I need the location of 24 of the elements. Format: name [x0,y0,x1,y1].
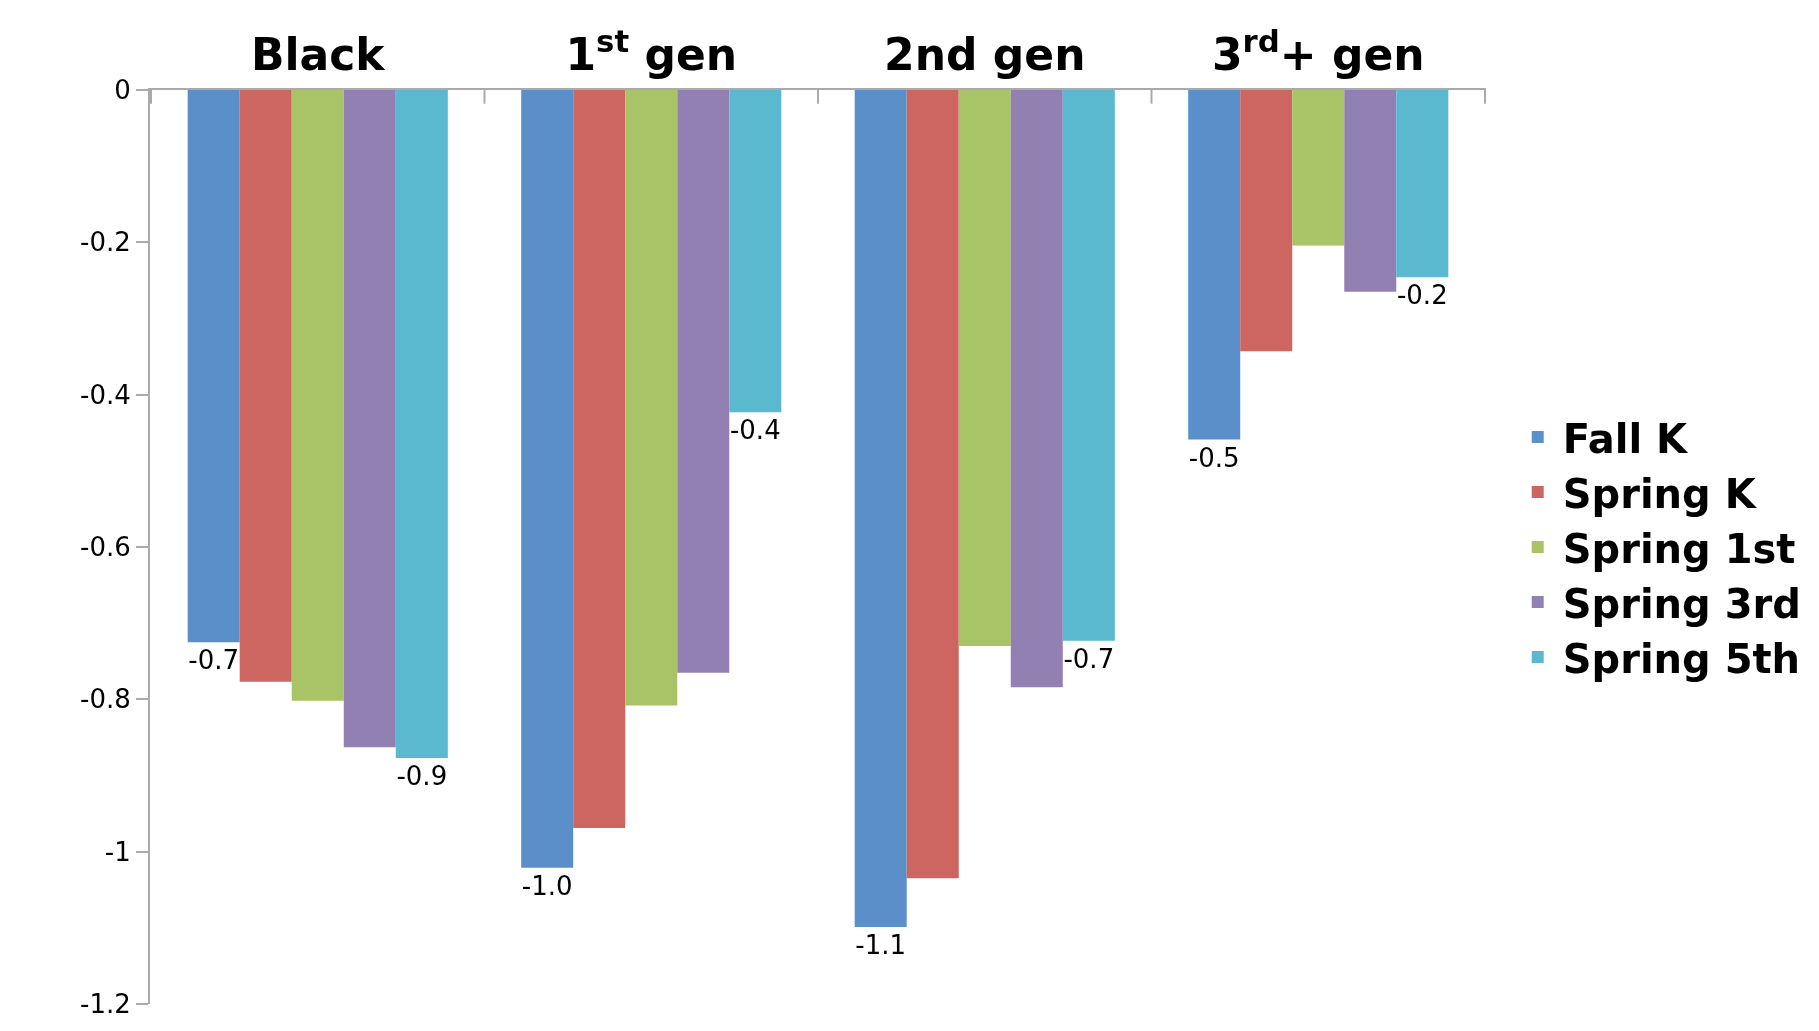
data-label: -1.0 [521,870,573,901]
legend-label: Spring 5th [1562,635,1801,682]
data-label: -1.1 [855,930,907,961]
data-label: -0.2 [1396,280,1448,311]
x-tick-label: Black [250,29,387,81]
y-tick-label: -0.6 [80,532,131,563]
x-tick-label: 1$^{st}$ gen [565,22,738,81]
y-tick-label: -0.2 [80,227,131,258]
legend-label: Spring 1st [1562,525,1796,572]
legend-label: Fall K [1562,415,1690,462]
y-tick-label: -1.2 [80,989,131,1020]
y-tick-label: -1 [104,836,131,867]
legend-label: Spring K [1562,470,1758,517]
data-label: -0.7 [188,645,240,676]
y-tick-label: -0.8 [80,684,131,715]
x-tick-label: 2nd gen [884,29,1086,81]
y-tick-label: -0.4 [80,379,131,410]
legend-label: Spring 3rd [1562,580,1801,627]
data-label: -0.5 [1188,442,1240,473]
x-tick-label: 3$^{rd}$+ gen [1211,22,1425,81]
y-tick-label: 0 [114,75,131,106]
data-label: -0.9 [396,760,448,791]
data-label: -0.4 [729,415,781,446]
data-label: -0.7 [1063,643,1115,674]
